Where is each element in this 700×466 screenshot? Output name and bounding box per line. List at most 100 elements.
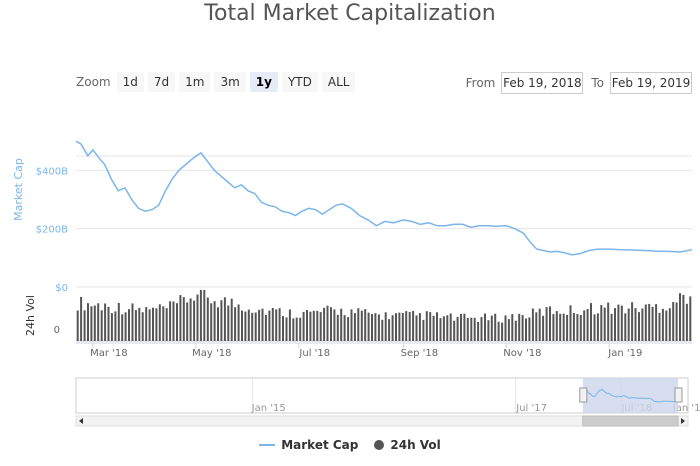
volume-bar [312,310,315,341]
volume-bar [234,307,237,341]
navigator-selection [582,378,678,413]
volume-axis-title: 24h Vol [24,295,37,336]
volume-bar [141,312,144,341]
volume-bar [319,312,322,341]
volume-bar [162,306,165,341]
market-cap-line [75,140,693,256]
navigator-tick-label: Jan '19 [672,403,700,414]
date-range: From Feb 19, 2018 To Feb 19, 2019 [458,72,692,94]
volume-bar [586,309,589,341]
volume-bar [179,295,182,341]
volume-bar [169,301,172,341]
volume-bar [415,315,418,341]
volume-bar [668,308,671,341]
volume-bar [213,301,216,341]
volume-bar [497,321,500,341]
volume-bar [682,294,685,341]
volume-bar [121,314,124,341]
volume-bar [193,300,196,341]
volume-bar [282,316,284,341]
volume-bar [418,313,421,341]
legend-market-cap-label: Market Cap [281,438,359,452]
volume-bar [470,317,473,341]
volume-bar [395,313,397,341]
volume-bar [264,315,267,341]
volume-bar [627,308,630,341]
volume-bar [651,306,654,341]
from-date-input[interactable]: Feb 19, 2018 [501,72,584,94]
volume-bar [648,303,651,341]
navigator-tick-label: Jan '15 [251,403,286,414]
zoom-all-button[interactable]: ALL [321,72,356,92]
volume-bar [302,311,305,341]
volume-bar [593,314,596,341]
x-tick-label: Sep '18 [401,348,439,359]
legend-item-market-cap[interactable]: Market Cap [259,438,358,452]
volume-bar [336,314,339,341]
volume-bar [76,310,79,341]
volume-bar [306,310,308,341]
to-date-input[interactable]: Feb 19, 2019 [610,72,692,94]
x-tick-label: Mar '18 [90,348,128,359]
volume-bar [408,311,411,341]
volume-bar [429,312,432,341]
volume-bar [617,304,620,341]
volume-bar [100,310,103,341]
volume-bar [576,314,579,341]
scrollbar-thumb[interactable] [582,415,679,427]
navigator-tick-label: Jul '17 [515,403,547,414]
zoom-7d-button[interactable]: 7d [147,72,176,92]
volume-bar [456,316,459,341]
zoom-ytd-button[interactable]: YTD [281,72,318,92]
volume-bar [442,316,445,341]
volume-bar [83,310,86,341]
volume-bar [323,307,326,341]
volume-bar [182,297,185,341]
x-tick-label: May '18 [192,348,231,359]
volume-bar [93,305,96,341]
volume-bar [566,314,569,341]
volume-bar [316,310,319,341]
volume-bar [176,303,178,341]
x-tick-label: Jul '18 [298,348,330,359]
volume-bar [391,315,394,341]
from-label: From [465,76,496,90]
navigator-handle[interactable] [674,387,683,403]
volume-bar [343,315,346,341]
volume-bar [473,317,476,341]
volume-bar [90,306,93,341]
zoom-bar: Zoom 1d 7d 1m 3m 1y YTD ALL [76,72,359,92]
zoom-1y-button[interactable]: 1y [249,72,278,92]
volume-bar [381,319,384,341]
volume-bar [412,311,415,341]
legend-item-volume[interactable]: 24h Vol [374,438,441,452]
volume-bar [535,312,538,341]
volume-bar [501,322,504,341]
zoom-1d-button[interactable]: 1d [116,72,144,92]
zoom-1m-button[interactable]: 1m [179,72,211,92]
volume-bar [347,317,350,341]
volume-bar [689,296,692,341]
zoom-3m-button[interactable]: 3m [214,72,246,92]
volume-bar [80,296,83,341]
volume-bar [559,313,562,341]
volume-bar [388,319,391,341]
volume-bar [545,307,548,341]
volume-bar [641,308,644,341]
volume-bar [299,317,302,341]
volume-bar [148,309,151,341]
volume-bar [288,309,291,341]
volume-bar [549,306,551,341]
volume-bar [271,308,274,341]
volume-bar [610,313,613,341]
y-tick-label: $200B [36,225,68,236]
volume-bar [199,290,202,341]
volume-bar [661,308,664,341]
volume-bar [655,304,658,341]
navigator-handle[interactable] [579,387,588,403]
volume-bar [350,309,353,341]
scroll-right-icon[interactable] [681,418,685,424]
volume-bar [364,309,367,341]
scroll-left-icon[interactable] [79,418,83,424]
